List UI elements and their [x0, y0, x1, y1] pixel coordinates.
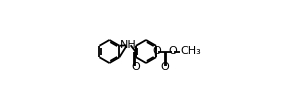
Text: CH₃: CH₃ — [180, 46, 201, 57]
Text: O: O — [152, 46, 161, 57]
Text: O: O — [131, 62, 140, 72]
Text: NH: NH — [120, 40, 137, 50]
Text: O: O — [160, 62, 169, 72]
Text: O: O — [168, 46, 177, 57]
